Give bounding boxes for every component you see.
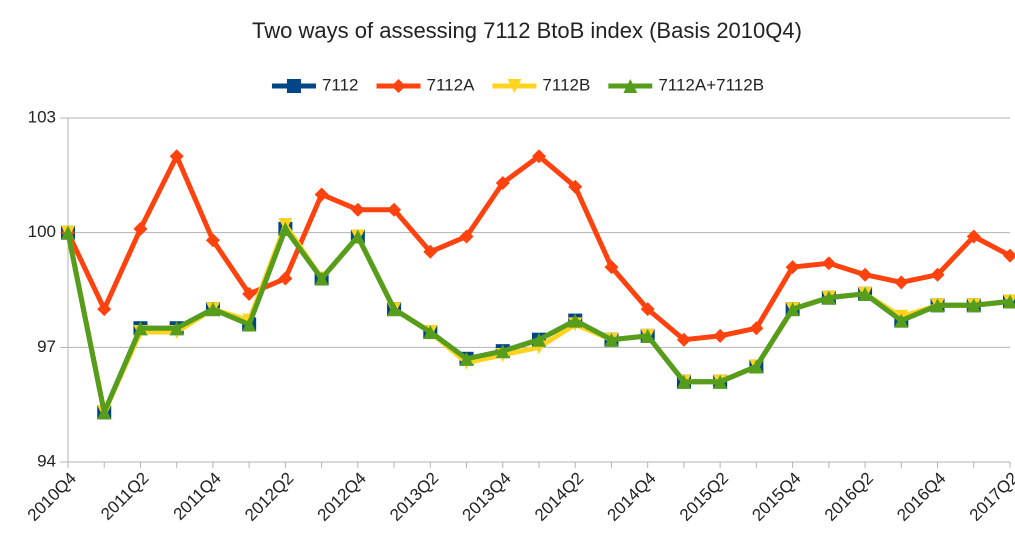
- marker: [894, 275, 909, 290]
- y-tick-label: 94: [37, 451, 56, 470]
- legend: 7112 7112A 7112B 7112A+7112B: [271, 75, 764, 94]
- marker: [821, 256, 836, 271]
- marker: [169, 149, 184, 164]
- x-tick-label: 2015Q2: [676, 469, 732, 525]
- marker: [61, 225, 75, 240]
- marker: [785, 302, 800, 317]
- marker: [749, 359, 764, 374]
- marker: [640, 328, 655, 343]
- marker: [930, 267, 945, 282]
- marker: [532, 149, 546, 164]
- series-line: [65, 226, 1011, 415]
- marker: [858, 267, 873, 282]
- marker: [821, 290, 836, 305]
- marker: [713, 328, 728, 343]
- marker: [387, 302, 402, 317]
- legend-marker: [623, 79, 638, 93]
- marker: [930, 298, 945, 313]
- legend-label: 7112A+7112B: [658, 75, 764, 94]
- marker: [749, 321, 764, 336]
- marker: [966, 229, 981, 244]
- series-line: [65, 222, 1011, 415]
- marker: [1003, 248, 1015, 263]
- marker: [459, 351, 474, 366]
- y-tick-label: 103: [28, 107, 56, 126]
- series: [61, 221, 1015, 420]
- marker: [894, 313, 909, 328]
- marker: [97, 302, 112, 317]
- marker: [169, 321, 184, 336]
- marker: [495, 175, 510, 190]
- marker: [713, 374, 728, 389]
- marker: [278, 271, 293, 286]
- x-tick-label: 2010Q4: [24, 469, 80, 525]
- x-tick-label: 2013Q2: [386, 469, 442, 525]
- series: [61, 218, 1015, 420]
- y-tick-label: 100: [28, 222, 56, 241]
- x-tick-label: 2012Q2: [241, 469, 297, 525]
- marker: [604, 260, 619, 275]
- legend-label: 7112A: [427, 75, 476, 94]
- x-tick-label: 2014Q4: [603, 469, 659, 525]
- marker: [676, 374, 691, 389]
- chart-title: Two ways of assessing 7112 BtoB index (B…: [252, 18, 802, 43]
- marker: [205, 302, 220, 317]
- legend-marker: [391, 79, 406, 93]
- x-tick-label: 2014Q2: [531, 469, 587, 525]
- x-tick-label: 2011Q2: [97, 469, 152, 524]
- marker: [532, 332, 546, 347]
- marker: [314, 187, 329, 202]
- marker: [350, 229, 365, 244]
- marker: [640, 302, 655, 317]
- marker: [604, 332, 619, 347]
- marker: [676, 332, 691, 347]
- marker: [205, 233, 220, 248]
- marker: [966, 298, 981, 313]
- marker: [133, 321, 148, 336]
- marker: [568, 313, 583, 328]
- marker: [278, 221, 293, 236]
- x-tick-label: 2013Q4: [459, 469, 515, 525]
- marker: [858, 286, 873, 301]
- marker: [242, 286, 257, 301]
- marker: [423, 244, 438, 259]
- x-tick-label: 2016Q2: [821, 469, 877, 525]
- x-tick-label: 2016Q4: [893, 469, 949, 525]
- series-line: [65, 226, 1011, 415]
- marker: [97, 405, 112, 420]
- legend-label: 7112: [322, 75, 359, 94]
- legend-label: 7112B: [542, 75, 590, 94]
- marker: [242, 317, 257, 332]
- marker: [1003, 294, 1015, 309]
- marker: [314, 271, 329, 286]
- marker: [350, 202, 365, 217]
- marker: [387, 202, 402, 217]
- marker: [785, 260, 800, 275]
- series: [61, 149, 1015, 347]
- series: [61, 221, 1015, 420]
- x-tick-label: 2017Q2: [966, 469, 1015, 525]
- x-tick-label: 2011Q4: [170, 469, 225, 524]
- marker: [495, 344, 510, 359]
- x-tick-label: 2015Q4: [748, 469, 804, 525]
- legend-marker: [286, 79, 301, 93]
- marker: [568, 179, 583, 194]
- legend-marker: [507, 79, 522, 93]
- marker: [133, 221, 148, 236]
- marker: [423, 325, 438, 340]
- marker: [459, 229, 474, 244]
- y-tick-label: 97: [37, 337, 56, 356]
- x-tick-label: 2012Q4: [314, 469, 370, 525]
